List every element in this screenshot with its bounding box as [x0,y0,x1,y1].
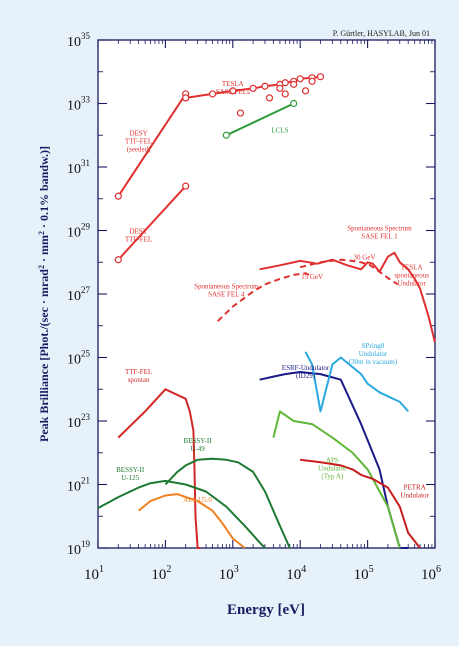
y-tick-label: 1033 [67,95,91,114]
series-lcls [225,102,295,137]
series-aps-undulator [272,410,401,549]
point-tesla-sase-markers [265,94,274,102]
series-layer [97,73,436,549]
label-desy-ttf-seeded: DESY TTF-FEL (seeded) [125,129,152,153]
label-bessy-u125: BESSY-II U-125 [116,466,145,482]
series-spring8-undulator [304,351,409,413]
label-aps: APS Undulator (Typ A) [318,456,347,480]
x-tick-label: 104 [286,564,306,583]
point-lcls [290,99,298,108]
label-desy-ttf: DESY TTF-FEL [125,228,152,244]
point-tesla-sase-markers [236,109,245,117]
series-petra-undulator [300,458,421,549]
label-als: ALS U5.0 [183,496,212,504]
point-tesla-sase [281,79,289,87]
point-tesla-sase-markers [290,80,298,88]
point-tesla-sase-markers [301,87,310,95]
x-tick-label: 101 [84,564,104,583]
label-30gev: 30 GeV [354,254,376,262]
x-tick-label: 103 [219,564,239,583]
series-desy-ttf-seeded [117,93,187,197]
point-desy-ttf [182,182,190,190]
point-tesla-sase [261,82,269,90]
label-15gev: 15 GeV [301,273,323,281]
point-desy-ttf-seeded [114,192,122,200]
label-esrf: ESRF-Undulator (ID29) [282,364,330,380]
x-tick-label: 105 [354,564,374,583]
point-tesla-sase-markers [308,77,316,85]
label-tesla-sase: TESLA SASE FELs [216,80,250,96]
point-tesla-sase [316,73,325,81]
point-tesla-sase-markers [276,84,284,92]
axis-layer: 101 102 103 104 105 106 1019 1021 1023 1025 1027 10… [67,31,441,583]
series-desy-ttf [117,185,187,261]
point-tesla-sase [182,94,190,102]
x-tick-label: 106 [421,564,441,583]
series-spont-sase-fel4 [217,272,313,322]
label-tesla-spont: TESLA spontaneous Undulator [394,263,429,287]
x-tick-label: 102 [151,564,171,583]
y-tick-label: 1029 [67,222,91,241]
series-bessy2-u125 [97,479,266,549]
label-petra: PETRA Undulator [401,483,430,499]
label-spring8: SPring8 Undulator (30m in vacuum) [349,342,398,366]
point-tesla-sase [208,90,217,98]
label-lcls: LCLS [271,127,288,135]
y-tick-label: 1019 [67,539,91,558]
series-spont-sase-fel1 [299,258,399,286]
label-bessy-u49: BESSY-II U-49 [184,437,213,453]
point-tesla-sase [229,87,237,95]
x-axis-title: Energy [eV] [227,602,305,618]
series-ttf-fel-spont [117,388,201,549]
point-lcls [222,131,230,139]
credit-text: P. Gürtler, HASYLAB, Jun 01 [333,29,430,38]
y-tick-label: 1035 [67,31,91,50]
y-tick-label: 1027 [67,285,91,304]
point-tesla-sase-markers [281,90,289,98]
label-layer: DESY TTF-FEL (seeded) DESY TTF-FEL TESLA SASE … [116,80,429,504]
y-tick-label: 1021 [67,476,90,495]
series-bessy2-u49 [164,457,291,549]
point-desy-ttf [114,256,122,264]
point-tesla-sase [249,84,257,92]
label-spont-fel4: Spontaneous Spectrum SASE FEL 4 [194,282,259,298]
series-tesla-spont-undulator [259,251,436,343]
y-axis-title: Peak Brilliance [Phot./(sec · mrad2 · mm… [37,146,51,442]
point-tesla-sase [296,75,304,83]
label-spont-fel1: Spontaneous Spectrum SASE FEL 1 [347,225,412,241]
series-als-u5 [137,493,246,549]
plot-area [97,39,436,549]
y-tick-label: 1031 [67,158,90,177]
y-tick-label: 1025 [67,349,91,368]
label-ttf-spont: TTF-FEL spontan [125,368,152,384]
y-tick-label: 1023 [67,412,91,431]
